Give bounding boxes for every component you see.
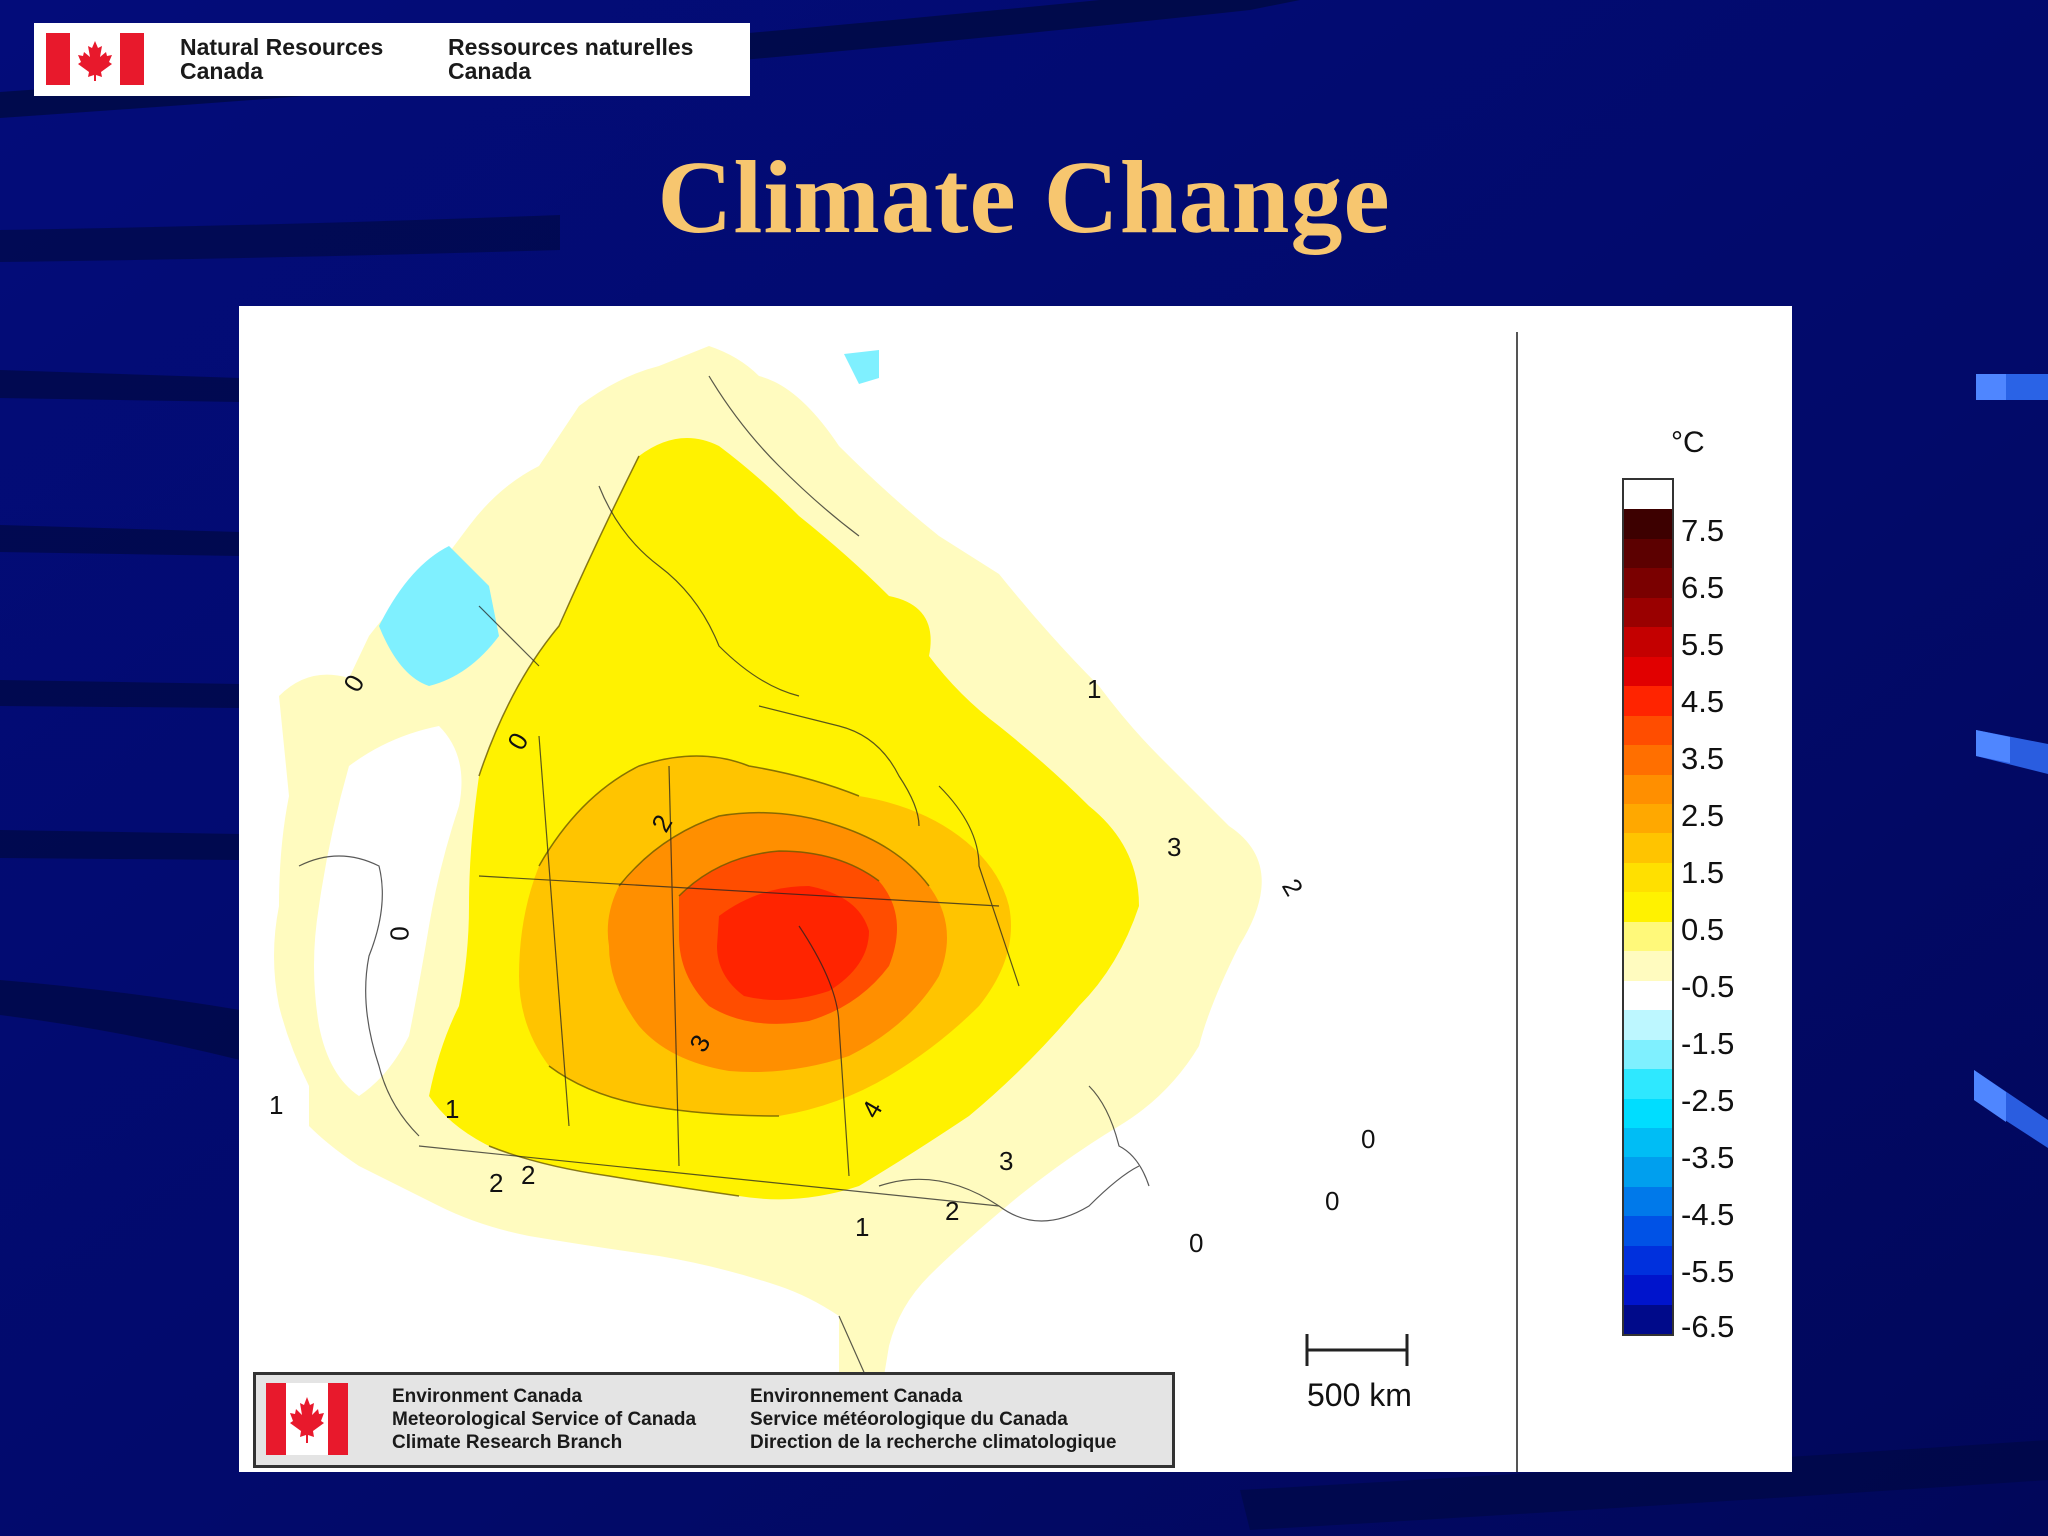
- nrcan-fr-line1: Ressources naturelles: [448, 34, 694, 60]
- legend-swatch: [1624, 686, 1672, 716]
- decorative-streak: [1974, 1070, 2048, 1148]
- legend-swatch: [1624, 1127, 1672, 1158]
- ec-name-french: Environnement Canada Service météorologi…: [750, 1386, 1116, 1454]
- scale-bar: [1305, 1334, 1409, 1366]
- legend-swatch: [1624, 892, 1672, 922]
- legend-swatch: [1624, 774, 1672, 804]
- legend-swatch: [1624, 1186, 1672, 1217]
- nrcan-fr-line2: Canada: [448, 58, 532, 85]
- legend-label: 2.5: [1681, 798, 1725, 833]
- contour-label: 0: [1361, 1124, 1376, 1154]
- temperature-change-map: [274, 346, 1262, 1407]
- canada-flag-icon: [266, 1383, 348, 1455]
- decorative-streak: [1976, 730, 2048, 774]
- map-region-cyan-2: [844, 350, 879, 384]
- legend-swatch: [1624, 480, 1672, 510]
- contour-label: 0: [1189, 1228, 1204, 1258]
- environment-canada-logo: Environment Canada Meteorological Servic…: [253, 1372, 1175, 1468]
- legend-label: -3.5: [1681, 1140, 1735, 1175]
- contour-label: 1: [855, 1212, 870, 1242]
- map-region-white: [314, 726, 462, 1096]
- legend-label: 6.5: [1681, 570, 1725, 605]
- legend-label: 3.5: [1681, 741, 1725, 776]
- legend-label: 1.5: [1681, 855, 1725, 890]
- legend-swatch: [1624, 980, 1672, 1011]
- slide-title: Climate Change: [657, 140, 1391, 255]
- legend-color-bar: [1622, 478, 1674, 1336]
- legend-label: -2.5: [1681, 1083, 1735, 1118]
- ec-fr-line2: Service météorologique du Canada: [750, 1408, 1068, 1430]
- legend-label: -5.5: [1681, 1254, 1735, 1289]
- canada-flag-icon: [46, 33, 144, 85]
- legend-swatch: [1624, 568, 1672, 598]
- legend-swatch: [1624, 656, 1672, 687]
- legend-label: 7.5: [1681, 513, 1725, 548]
- nrcan-name-french: Ressources naturelles Canada: [448, 35, 693, 83]
- legend-label: 5.5: [1681, 627, 1725, 662]
- legend-label: -0.5: [1681, 969, 1735, 1004]
- legend-swatch: [1624, 597, 1672, 628]
- ec-fr-line3: Direction de la recherche climatologique: [750, 1431, 1117, 1453]
- ec-en-line3: Climate Research Branch: [392, 1431, 623, 1453]
- legend-swatch: [1624, 862, 1672, 893]
- legend-swatch: [1624, 1275, 1672, 1305]
- contour-label: 3: [999, 1146, 1014, 1176]
- legend-swatch: [1624, 715, 1672, 746]
- legend-swatch: [1624, 509, 1672, 539]
- contour-label: 1: [269, 1090, 284, 1120]
- contour-label: 1: [445, 1094, 460, 1124]
- map-region-45: [717, 886, 869, 1000]
- contour-label: 3: [1167, 832, 1182, 862]
- legend-swatch: [1624, 1010, 1672, 1040]
- decorative-streak: [1976, 374, 2048, 400]
- ec-fr-line1: Environnement Canada: [750, 1386, 963, 1407]
- contour-label: 2: [945, 1196, 960, 1226]
- legend-swatch: [1624, 1157, 1672, 1187]
- contour-label: 0: [1325, 1186, 1340, 1216]
- legend-swatch: [1624, 1304, 1672, 1335]
- nrcan-name-english: Natural Resources Canada: [180, 35, 383, 83]
- nrcan-logo: Natural Resources Canada Ressources natu…: [34, 23, 750, 96]
- scale-bar-label: 500 km: [1307, 1377, 1412, 1413]
- map-panel: 0 0 0 1 2 2 3 3 4 2 1 1 2 0 0 0 1 2 3 °C…: [239, 306, 1792, 1472]
- legend-swatch: [1624, 921, 1672, 952]
- legend-label: -1.5: [1681, 1026, 1735, 1061]
- legend-unit: °C: [1671, 426, 1705, 459]
- legend-swatch: [1624, 833, 1672, 863]
- ec-en-line2: Meteorological Service of Canada: [392, 1408, 697, 1430]
- legend-swatch: [1624, 803, 1672, 834]
- legend-swatch: [1624, 1069, 1672, 1099]
- legend-swatch: [1624, 627, 1672, 657]
- legend-label: -6.5: [1681, 1309, 1735, 1344]
- legend-swatch: [1624, 1039, 1672, 1070]
- legend-swatch: [1624, 1245, 1672, 1276]
- legend-swatch: [1624, 951, 1672, 981]
- legend-swatch: [1624, 1098, 1672, 1128]
- contour-label: 0: [384, 926, 415, 941]
- legend-label: -4.5: [1681, 1197, 1735, 1232]
- nrcan-en-line1: Natural Resources: [180, 34, 384, 60]
- legend-label: 0.5: [1681, 912, 1725, 947]
- panel-divider: [1516, 332, 1518, 1472]
- contour-label: 2: [521, 1160, 536, 1190]
- contour-label: 2: [489, 1168, 504, 1198]
- nrcan-en-line2: Canada: [180, 58, 264, 85]
- map-region-cyan: [379, 546, 499, 686]
- legend-swatch: [1624, 538, 1672, 569]
- legend-swatch: [1624, 1216, 1672, 1246]
- ec-name-english: Environment Canada Meteorological Servic…: [392, 1386, 696, 1454]
- legend-swatch: [1624, 745, 1672, 775]
- ec-en-line1: Environment Canada: [392, 1386, 583, 1407]
- legend-label: 4.5: [1681, 684, 1725, 719]
- contour-label: 1: [1087, 674, 1102, 704]
